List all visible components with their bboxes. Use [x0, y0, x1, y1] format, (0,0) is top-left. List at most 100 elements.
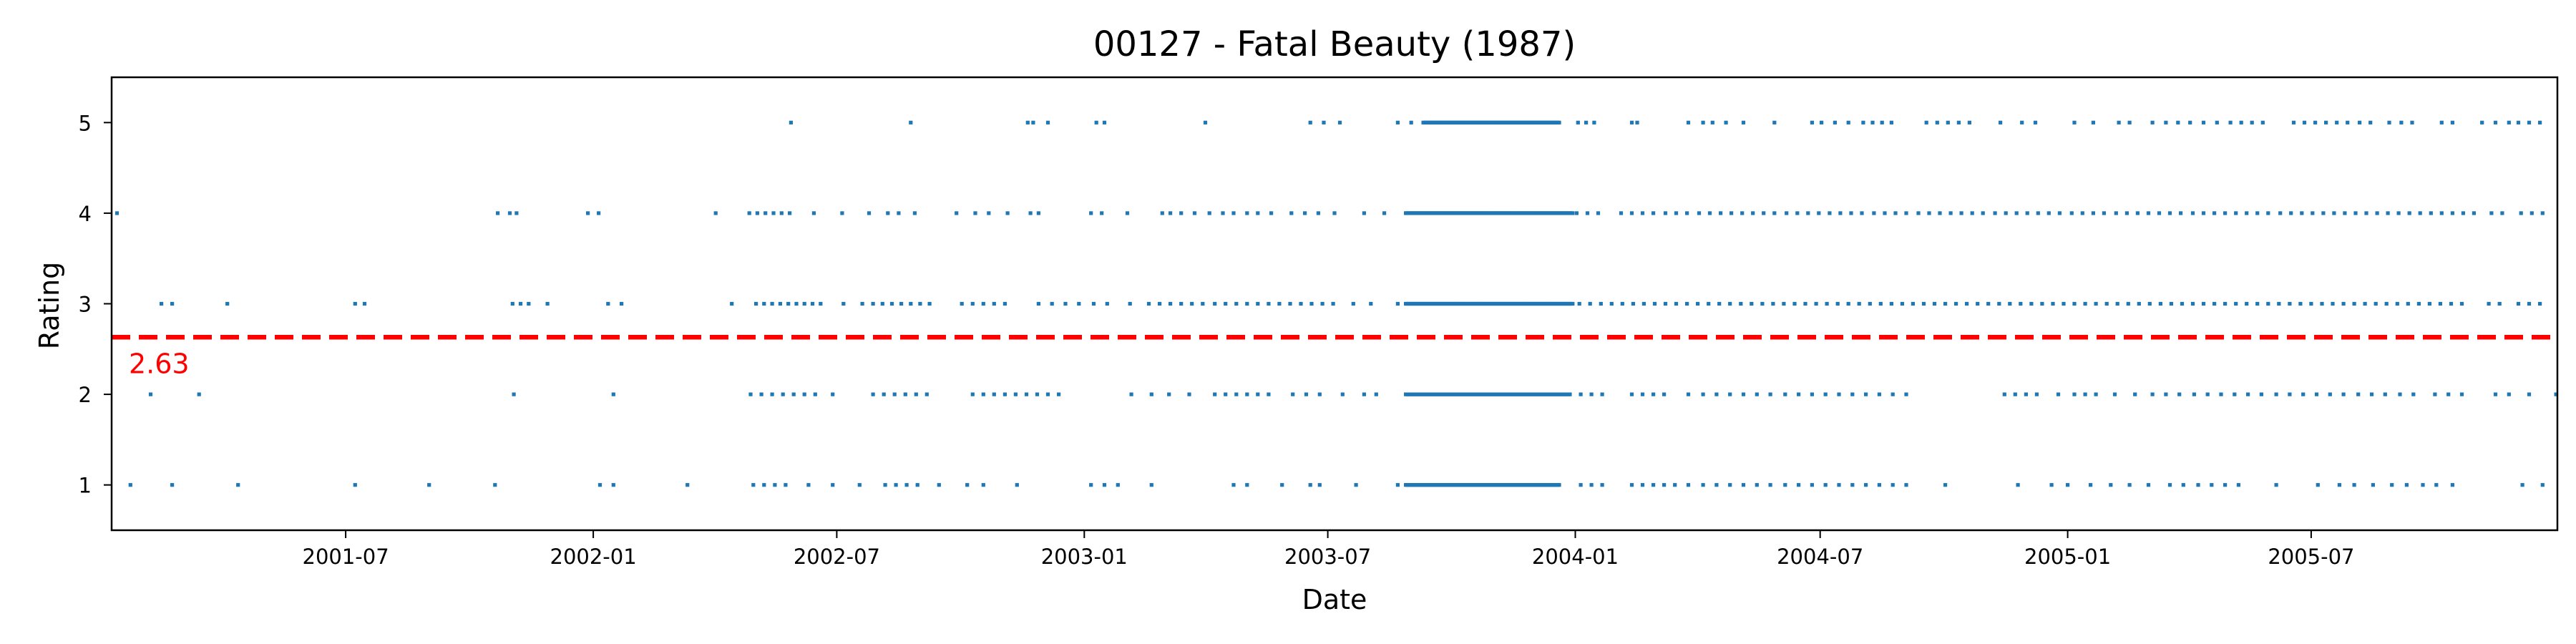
data-point-5-66: [2450, 120, 2454, 125]
data-point-3-71: [1663, 301, 1668, 306]
data-point-3-53: [1267, 301, 1271, 306]
data-point-2-95: [2398, 392, 2402, 396]
data-point-3-149: [2527, 301, 2532, 306]
data-point-1-13: [806, 483, 811, 487]
data-point-3-111: [2094, 301, 2098, 306]
data-point-1-84: [2520, 483, 2524, 487]
data-point-2-7: [781, 392, 785, 396]
dense-point-4-0-124: [1571, 211, 1575, 215]
data-point-3-11: [730, 301, 734, 306]
data-point-4-88: [2069, 211, 2074, 215]
data-point-4-49: [1640, 211, 1645, 215]
data-point-3-83: [1792, 301, 1797, 306]
data-point-3-39: [1091, 301, 1096, 306]
data-point-3-19: [810, 301, 815, 306]
data-point-1-59: [1904, 483, 1908, 487]
data-point-4-68: [1849, 211, 1853, 215]
data-point-3-139: [2395, 301, 2399, 306]
data-point-5-10: [1337, 120, 1342, 125]
data-point-3-89: [1857, 301, 1861, 306]
data-point-1-83: [2450, 483, 2454, 487]
data-point-5-5: [1094, 120, 1098, 125]
data-point-3-116: [2147, 301, 2152, 306]
data-point-5-64: [2410, 120, 2414, 125]
y-axis-label: Rating: [34, 262, 65, 350]
data-point-4-60: [1762, 211, 1766, 215]
data-point-3-99: [1965, 301, 1969, 306]
data-point-4-47: [1619, 211, 1624, 215]
data-point-3-52: [1256, 301, 1260, 306]
data-point-4-79: [1970, 211, 1974, 215]
data-point-2-4: [748, 392, 753, 396]
data-point-1-35: [1579, 483, 1583, 487]
data-point-1-65: [2109, 483, 2113, 487]
data-point-2-44: [1589, 392, 1594, 396]
data-point-2-45: [1600, 392, 1604, 396]
data-point-3-128: [2277, 301, 2281, 306]
data-point-2-76: [2133, 392, 2137, 396]
data-point-2-51: [1701, 392, 1705, 396]
data-point-3-67: [1620, 301, 1624, 306]
dense-point-1-0-114: [1557, 483, 1561, 487]
data-point-2-16: [914, 392, 918, 396]
data-point-4-99: [2190, 211, 2195, 215]
data-point-5-56: [2313, 120, 2318, 125]
data-point-5-9: [1322, 120, 1326, 125]
data-point-4-41: [1332, 211, 1337, 215]
chart-title: 00127 - Fatal Beauty (1987): [1093, 24, 1576, 64]
data-point-2-91: [2341, 392, 2346, 396]
data-point-4-124: [2461, 211, 2465, 215]
data-point-5-18: [1686, 120, 1691, 125]
data-point-4-81: [1993, 211, 1997, 215]
data-point-2-47: [1640, 392, 1645, 396]
data-point-1-41: [1662, 483, 1667, 487]
data-point-4-126: [2489, 211, 2494, 215]
data-point-2-80: [2192, 392, 2196, 396]
data-point-3-141: [2416, 301, 2421, 306]
data-point-2-100: [2493, 392, 2498, 396]
data-point-4-117: [2386, 211, 2390, 215]
data-point-3-86: [1825, 301, 1829, 306]
data-point-1-53: [1823, 483, 1828, 487]
data-point-1-36: [1589, 483, 1594, 487]
data-point-3-12: [754, 301, 758, 306]
data-point-2-99: [2459, 392, 2464, 396]
data-point-3-79: [1750, 301, 1754, 306]
data-point-1-66: [2127, 483, 2132, 487]
data-point-1-76: [2337, 483, 2341, 487]
dense-point-5-0-101: [1557, 120, 1561, 125]
data-point-2-74: [2094, 392, 2098, 396]
data-point-4-59: [1751, 211, 1755, 215]
data-point-4-73: [1904, 211, 1908, 215]
y-tick-label-2: 3: [79, 293, 92, 317]
data-point-3-107: [2051, 301, 2055, 306]
data-point-1-32: [1317, 483, 1322, 487]
axis-ticks: 2001-07 2002-01 2002-07 2003-01 2003-07 2004-…: [79, 111, 2355, 569]
data-point-4-52: [1674, 211, 1679, 215]
data-point-5-55: [2302, 120, 2307, 125]
data-point-3-144: [2449, 301, 2454, 306]
data-point-4-92: [2114, 211, 2118, 215]
data-point-4-48: [1629, 211, 1634, 215]
data-point-3-127: [2266, 301, 2270, 306]
data-point-5-61: [2368, 120, 2373, 125]
data-point-4-80: [1981, 211, 1985, 215]
data-point-1-74: [2274, 483, 2278, 487]
data-point-4-9: [763, 211, 768, 215]
data-point-2-31: [1213, 392, 1217, 396]
data-point-2-60: [1823, 392, 1828, 396]
data-point-3-123: [2223, 301, 2228, 306]
data-point-5-52: [2250, 120, 2254, 125]
data-point-2-34: [1245, 392, 1249, 396]
data-point-1-21: [965, 483, 970, 487]
data-point-1-64: [2089, 483, 2093, 487]
data-point-4-50: [1652, 211, 1656, 215]
data-point-5-50: [2228, 120, 2233, 125]
data-point-1-68: [2167, 483, 2172, 487]
data-point-3-33: [992, 301, 996, 306]
data-point-3-43: [1158, 301, 1162, 306]
data-point-4-13: [811, 211, 816, 215]
data-point-4-8: [755, 211, 759, 215]
data-point-4-36: [1256, 211, 1260, 215]
